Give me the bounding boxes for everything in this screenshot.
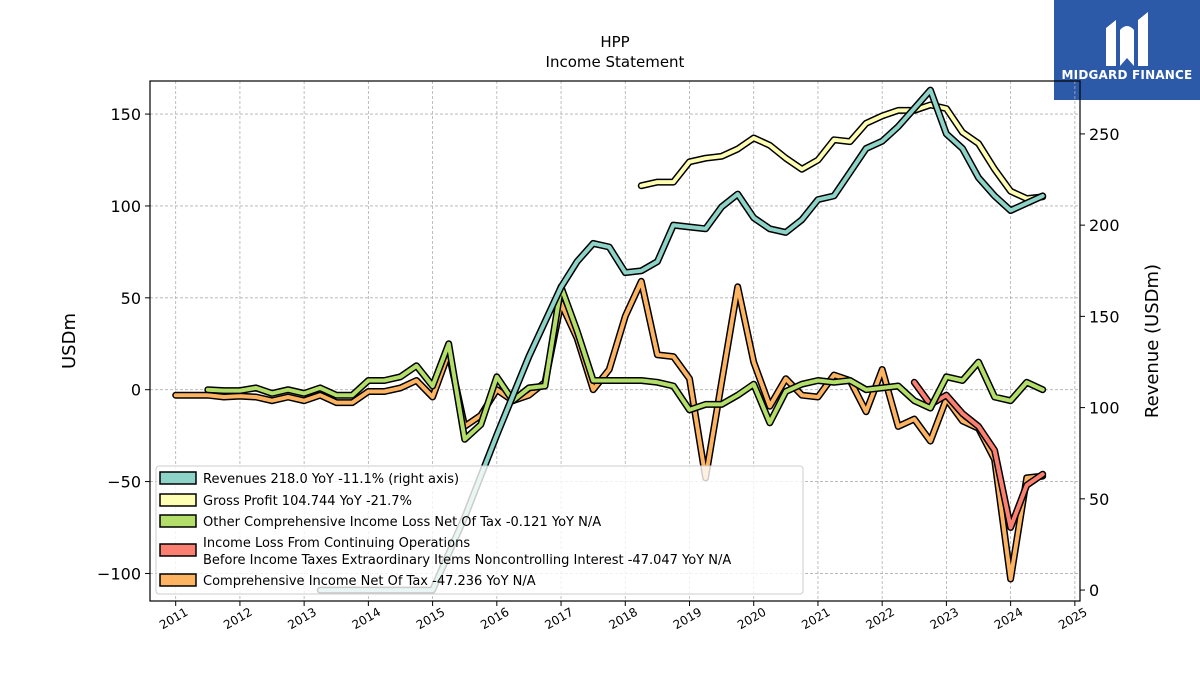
logo-text: MIDGARD FINANCE — [1061, 68, 1193, 82]
tick-label-left: 50 — [121, 289, 141, 308]
tick-label-x: 2025 — [1056, 605, 1089, 632]
tick-label-x: 2011 — [157, 605, 190, 632]
tick-label-left: 100 — [110, 197, 141, 216]
tick-label-left: −100 — [97, 564, 141, 583]
tick-label-x: 2024 — [992, 605, 1025, 632]
tick-label-left: 0 — [131, 381, 141, 400]
legend-swatch — [159, 514, 197, 528]
tick-label-x: 2021 — [799, 605, 832, 632]
series-gross-profit — [637, 101, 1047, 203]
plot-frame — [149, 80, 1081, 602]
legend-box — [155, 465, 804, 595]
legend-label: Comprehensive Income Net Of Tax -47.236 … — [203, 574, 536, 589]
tick-label-x: 2013 — [285, 605, 318, 632]
midgard-finance-logo: MIDGARD FINANCE — [1054, 0, 1200, 100]
tick-label-x: 2012 — [221, 605, 254, 632]
tick-label-x: 2017 — [542, 605, 575, 632]
legend-swatch — [159, 543, 197, 557]
chart-title: HPP — [600, 33, 629, 51]
tick-label-x: 2022 — [863, 605, 896, 632]
tick-label-left: 150 — [110, 105, 141, 124]
logo-mark-icon — [1106, 12, 1148, 66]
legend-label: Other Comprehensive Income Loss Net Of T… — [203, 515, 601, 530]
tick-label-right: 0 — [1089, 581, 1099, 600]
tick-label-right: 150 — [1089, 307, 1120, 326]
tick-label-x: 2019 — [671, 605, 704, 632]
tick-label-x: 2023 — [928, 605, 961, 632]
legend: Revenues 218.0 YoY -11.1% (right axis) Gr… — [155, 465, 804, 595]
tick-label-x: 2014 — [350, 605, 383, 632]
tick-label-left: −50 — [107, 473, 141, 492]
series-layer — [172, 86, 1047, 594]
tick-label-right: 50 — [1089, 490, 1109, 509]
tick-label-right: 200 — [1089, 216, 1120, 235]
tick-label-x: 2020 — [735, 605, 768, 632]
legend-swatch — [159, 493, 197, 507]
tick-label-x: 2015 — [414, 605, 447, 632]
legend-swatch — [159, 573, 197, 587]
tick-label-right: 100 — [1089, 399, 1120, 418]
series-line — [318, 88, 1045, 593]
tick-label-x: 2018 — [607, 605, 640, 632]
series-other-comprehensive-income-loss-net-of-tax — [204, 283, 1047, 443]
legend-label: Before Income Taxes Extraordinary Items … — [203, 553, 731, 568]
legend-label: Income Loss From Continuing Operations — [203, 536, 470, 551]
legend-label: Gross Profit 104.744 YoY -21.7% — [203, 494, 412, 509]
y-axis-label-right: Revenue (USDm) — [1142, 264, 1163, 418]
series-line — [205, 284, 1045, 442]
tick-label-right: 250 — [1089, 125, 1120, 144]
series-revenues — [316, 86, 1047, 594]
legend-swatch — [159, 471, 197, 485]
legend-label: Revenues 218.0 YoY -11.1% (right axis) — [203, 472, 459, 487]
tick-label-x: 2016 — [478, 605, 511, 632]
chart-subtitle: Income Statement — [546, 53, 685, 71]
y-axis-label-left: USDm — [59, 313, 80, 369]
series-line — [639, 102, 1045, 201]
